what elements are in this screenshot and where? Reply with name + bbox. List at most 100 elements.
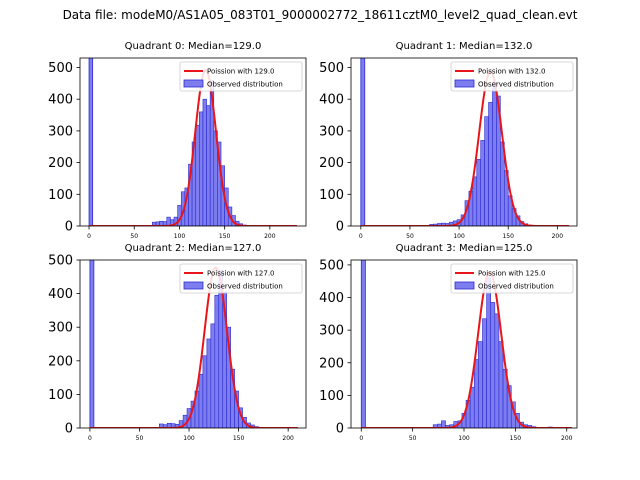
x-tick-label: 200 [282,435,294,442]
poisson-curve [361,270,572,428]
x-tick-label: 150 [219,233,231,240]
legend-observed-label: Observed distribution [478,81,554,89]
y-tick-label: 100 [48,188,73,203]
figure-title: Data file: modeM0/AS1A05_083T01_90000027… [62,8,578,22]
panel-title: Quadrant 2: Median=127.0 [125,243,262,254]
x-tick-label: 50 [136,435,144,442]
legend-observed-label: Observed distribution [207,81,283,89]
histogram-bar [478,341,483,428]
y-tick-label: 100 [319,389,344,404]
legend-observed-swatch [454,281,475,290]
x-tick-label: 200 [561,435,573,442]
histogram-bar [492,81,497,226]
legend-observed-label: Observed distribution [207,283,283,291]
y-tick-label: 400 [319,291,344,306]
histogram-bar [472,176,478,226]
panel-title: Quadrant 1: Median=132.0 [396,41,533,52]
histogram-bar [469,386,475,428]
x-tick-label: 150 [510,435,522,442]
x-tick-label: 100 [174,233,186,240]
histogram-bar [88,58,94,226]
panel-title: Quadrant 3: Median=125.0 [396,243,533,254]
histogram-bar [360,58,366,226]
legend-poisson-label: Poission with 129.0 [207,68,275,76]
quadrant-panel-1: 0 50 100 150 200 0 100 200 300 400 500 Quadrant 1: … [319,41,578,240]
legend-box [450,263,574,294]
legend-observed-label: Observed distribution [478,283,554,291]
x-tick-label: 150 [502,233,514,240]
x-tick-label: 0 [359,435,363,442]
y-tick-label: 200 [319,356,344,371]
histogram-bar [441,420,446,428]
y-tick-label: 100 [48,388,73,403]
x-tick-label: 50 [409,435,417,442]
y-tick-label: 500 [319,258,344,273]
histogram-bar [488,102,493,226]
legend-box [450,61,574,92]
x-tick-label: 0 [359,233,363,240]
y-tick-label: 0 [336,422,344,437]
histogram-bar [89,260,95,428]
y-tick-label: 400 [319,93,344,108]
x-tick-label: 50 [130,233,138,240]
y-tick-label: 0 [336,220,344,235]
y-tick-label: 100 [319,188,344,203]
histogram-bar [195,124,200,226]
histogram-bar [206,105,211,226]
y-tick-label: 200 [48,354,73,369]
histogram-bar [486,277,492,428]
histogram-bar [199,111,204,226]
histogram-bar [198,373,204,428]
histogram-bar [202,98,207,226]
legend-observed-swatch [454,79,475,88]
y-tick-label: 300 [319,324,344,339]
x-tick-label: 50 [406,233,414,240]
y-tick-label: 500 [48,61,73,76]
histogram-bar [498,341,504,428]
quadrant-panel-2: 0 50 100 150 200 0 100 200 300 400 500 Quadrant 2: … [48,243,307,442]
y-tick-label: 300 [48,124,73,139]
plot-area [360,260,572,428]
legend-poisson-label: Poission with 125.0 [478,270,546,278]
y-tick-label: 300 [48,321,73,336]
axes-frame [79,57,307,227]
x-tick-label: 100 [458,435,470,442]
x-tick-label: 0 [87,233,91,240]
histogram-bar [210,323,216,428]
histogram-bar [206,338,212,428]
histogram-bar [360,260,366,428]
axes-frame [350,57,578,227]
histogram-bar [490,302,496,428]
x-tick-label: 100 [453,233,465,240]
x-tick-label: 150 [233,435,245,442]
legend-poisson-label: Poission with 127.0 [207,270,275,278]
legend-observed-swatch [183,281,204,290]
y-tick-label: 0 [65,220,73,235]
x-tick-label: 0 [88,435,92,442]
histogram-bar [476,159,482,226]
quadrant-panel-3: 0 50 100 150 200 0 100 200 300 400 500 Quadrant 3: … [319,243,578,442]
legend-poisson-label: Poission with 132.0 [478,68,546,76]
y-tick-label: 500 [48,254,73,269]
legend-observed-swatch [183,79,204,88]
y-tick-label: 400 [48,287,73,302]
quadrant-panel-0: 0 50 100 150 200 0 100 200 300 400 500 Quadrant 0: … [48,41,307,240]
x-tick-label: 100 [183,435,195,442]
y-tick-label: 500 [319,61,344,76]
plot-area [88,58,297,226]
histogram-bar [480,140,485,226]
histogram-bar [473,359,479,428]
y-tick-label: 0 [65,422,73,437]
histogram-bar [484,116,489,226]
histogram-bar [214,294,220,428]
histogram-bar [494,313,500,428]
y-tick-label: 200 [319,156,344,171]
legend-box [179,61,303,92]
y-tick-label: 300 [319,124,344,139]
x-tick-label: 200 [552,233,564,240]
y-tick-label: 400 [48,93,73,108]
histogram-bar [482,318,487,428]
panel-title: Quadrant 0: Median=129.0 [125,41,262,52]
axes-frame [79,259,307,429]
